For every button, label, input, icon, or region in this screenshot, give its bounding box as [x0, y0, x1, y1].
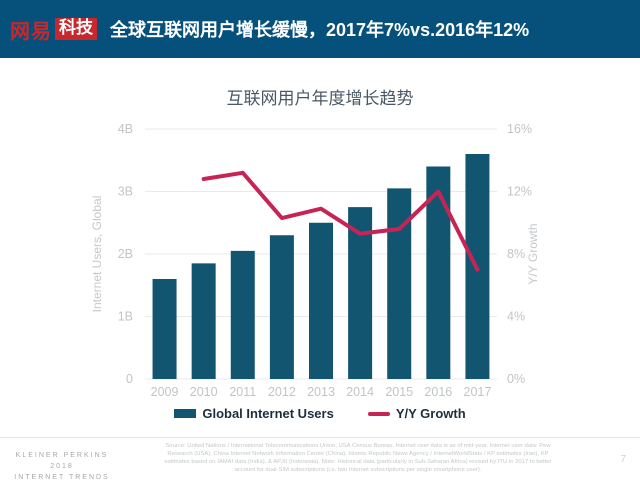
growth-chart: 4B 16% 3B 12% 2B 8% 1B 4% 0 0% 2009 2010 2011 2012 201…	[90, 122, 540, 399]
svg-text:2014: 2014	[346, 385, 374, 399]
legend-line-label: Y/Y Growth	[395, 406, 466, 421]
source-note: Source: United Nations / International T…	[164, 443, 552, 473]
svg-text:2010: 2010	[190, 385, 218, 399]
page-number: 7	[620, 454, 626, 465]
brand-line-company: KLEINER PERKINS	[15, 452, 109, 459]
svg-text:2009: 2009	[151, 385, 179, 399]
legend-bar-label: Global Internet Users	[202, 406, 334, 421]
legend-bar-swatch	[174, 409, 197, 418]
netease-tech-logo: 网易 科技	[10, 15, 97, 44]
legend-item-growth: Y/Y Growth	[367, 406, 466, 421]
legend-item-users: Global Internet Users	[174, 406, 334, 421]
page-title: 全球互联网用户增长缓慢，2017年7%vs.2016年12%	[110, 20, 530, 40]
brand-line-year: 2018	[50, 463, 74, 471]
svg-text:2012: 2012	[268, 385, 296, 399]
svg-text:16%: 16%	[507, 122, 532, 136]
svg-text:2015: 2015	[385, 385, 413, 399]
svg-text:2B: 2B	[118, 247, 133, 261]
svg-text:8%: 8%	[507, 247, 525, 261]
netease-logo-text: 网易	[10, 20, 52, 43]
svg-text:2011: 2011	[229, 385, 256, 399]
chart-title: 互联网用户年度增长趋势	[226, 89, 414, 108]
svg-text:12%: 12%	[507, 185, 532, 199]
legend-line-swatch	[367, 411, 390, 416]
svg-text:Internet Users, Global: Internet Users, Global	[90, 196, 104, 313]
svg-text:3B: 3B	[118, 185, 133, 199]
svg-text:2013: 2013	[307, 385, 335, 399]
svg-text:1B: 1B	[118, 310, 133, 324]
kleiner-perkins-brand: KLEINER PERKINS 2018 INTERNET TRENDS	[6, 450, 118, 480]
header-bar: 网易 科技 全球互联网用户增长缓慢，2017年7%vs.2016年12%	[0, 0, 640, 58]
svg-text:Y/Y Growth: Y/Y Growth	[526, 223, 540, 284]
chart-legend: Global Internet Users Y/Y Growth	[0, 406, 640, 421]
svg-text:4B: 4B	[118, 122, 133, 136]
svg-text:2017: 2017	[464, 385, 492, 399]
footer-divider	[0, 437, 640, 438]
svg-text:2016: 2016	[424, 385, 452, 399]
svg-text:4%: 4%	[507, 310, 525, 324]
brand-line-report: INTERNET TRENDS	[14, 474, 110, 480]
svg-text:0%: 0%	[507, 372, 525, 386]
svg-text:0: 0	[126, 372, 133, 386]
tech-logo-badge: 科技	[55, 18, 97, 40]
